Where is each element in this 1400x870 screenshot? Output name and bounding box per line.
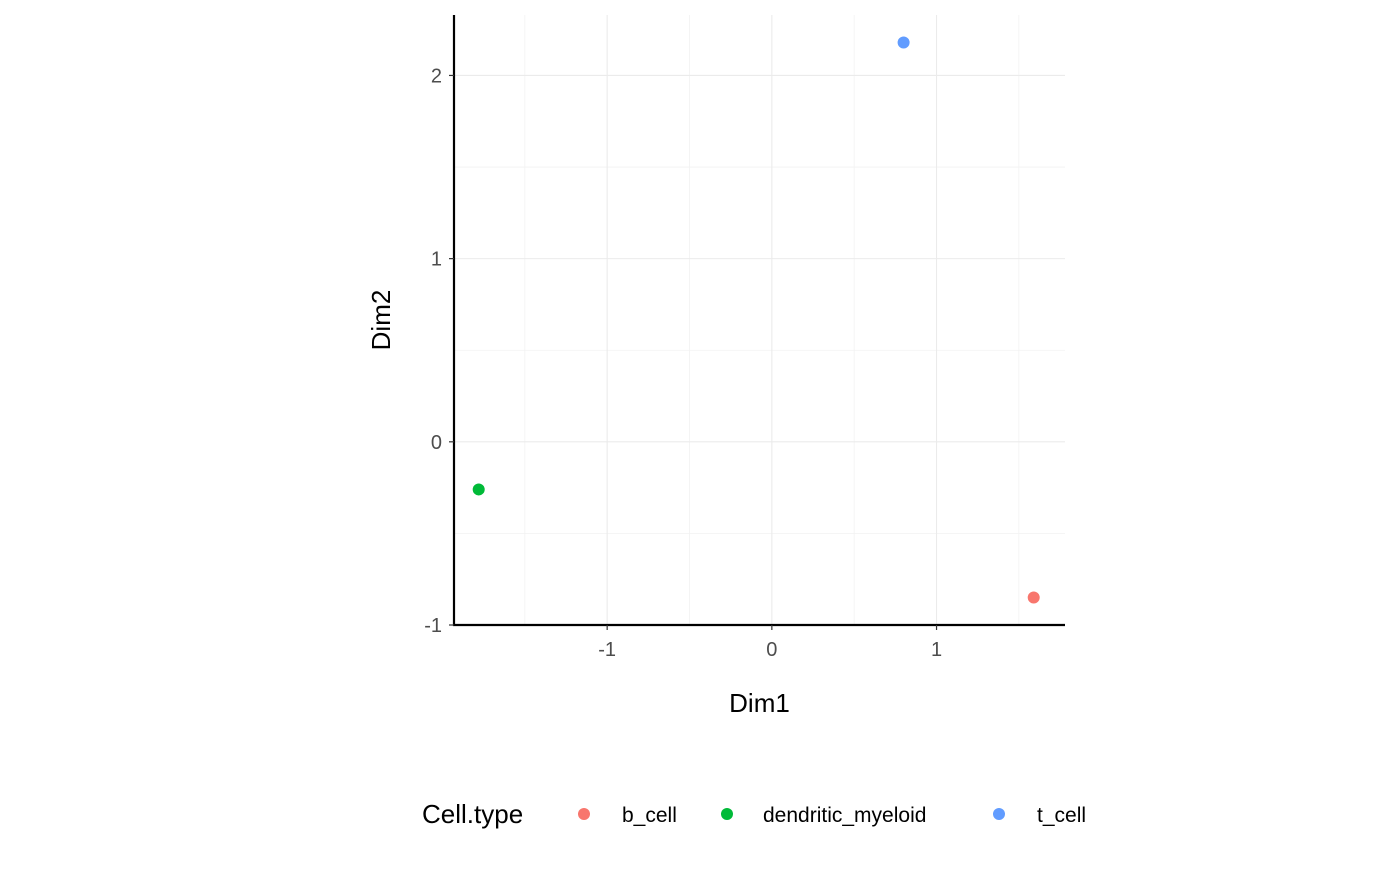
legend-title: Cell.type [422, 799, 523, 829]
grid [454, 15, 1065, 626]
y-tick-label: 1 [431, 249, 442, 271]
tick-labels: -1 0 1 -1 0 1 2 [424, 65, 942, 661]
legend-label-dendritic-myeloid: dendritic_myeloid [763, 804, 926, 827]
x-axis-title: Dim1 [729, 688, 790, 718]
y-tick-label: -1 [424, 615, 442, 637]
y-tick-label: 0 [431, 432, 442, 454]
legend-label-b-cell: b_cell [622, 804, 677, 827]
data-points [472, 36, 1040, 604]
legend-key-b-cell [578, 808, 590, 820]
y-tick-label: 2 [431, 65, 442, 87]
data-point-b-cell [1027, 591, 1040, 604]
data-point-t-cell [897, 36, 910, 49]
legend: Cell.type b_cell dendritic_myeloid t_cell [422, 799, 1086, 829]
x-tick-label: 0 [766, 639, 777, 661]
x-tick-label: -1 [598, 639, 616, 661]
legend-key-dendritic-myeloid [721, 808, 733, 820]
x-tick-label: 1 [931, 639, 942, 661]
legend-key-t-cell [993, 808, 1005, 820]
legend-label-t-cell: t_cell [1037, 804, 1086, 827]
y-axis-title: Dim2 [366, 290, 396, 351]
axes [452, 15, 1065, 627]
data-point-dendritic-myeloid [472, 483, 485, 496]
